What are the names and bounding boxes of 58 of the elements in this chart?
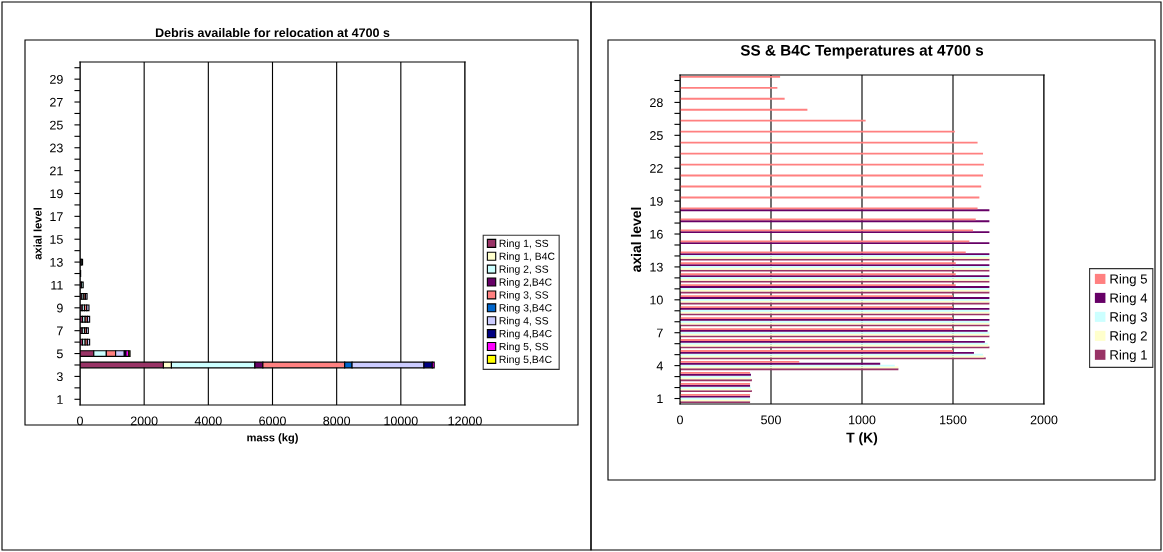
y-tick-label: 1 <box>57 395 63 404</box>
x-tick-label: 8000 <box>323 416 351 426</box>
legend-label: Ring 1, SS <box>499 239 549 250</box>
legend-label: Ring 1 <box>1110 349 1147 363</box>
x-axis-title: T (K) <box>846 432 878 446</box>
y-tick-label: 16 <box>650 229 663 239</box>
y-tick-label: 15 <box>50 235 63 244</box>
x-tick-label: 6000 <box>259 416 286 426</box>
x-tick-label: 1500 <box>940 415 967 425</box>
legend-label: Ring 1, B4C <box>499 252 555 263</box>
y-tick-label: 25 <box>50 120 63 130</box>
x-tick-label: 1000 <box>849 415 876 425</box>
y-tick-label: 10 <box>650 295 663 305</box>
y-tick-label: 29 <box>50 74 63 84</box>
legend-label: Ring 5,B4C <box>499 355 552 366</box>
legend-label: Ring 4, SS <box>499 316 549 327</box>
x-tick-label: 12000 <box>448 416 482 426</box>
x-tick-label: 2000 <box>1030 415 1058 425</box>
y-tick-label: 19 <box>50 189 63 199</box>
x-tick-label: 4000 <box>194 416 222 426</box>
y-tick-label: 19 <box>650 196 663 206</box>
legend-label: Ring 5 <box>1110 273 1147 287</box>
legend-label: Ring 4 <box>1110 292 1148 306</box>
y-tick-label: 7 <box>657 328 663 338</box>
legend-label: Ring 2,B4C <box>499 278 552 288</box>
y-tick-label: 22 <box>650 164 663 173</box>
y-tick-label: 27 <box>50 97 63 107</box>
y-tick-label: 4 <box>656 361 663 371</box>
legend-label: Ring 3,B4C <box>499 303 552 314</box>
legend-label: Ring 2 <box>1110 330 1147 344</box>
legend-label: Ring 2, SS <box>499 265 549 275</box>
legend-label: Ring 3 <box>1110 311 1147 325</box>
y-tick-label: 25 <box>650 131 663 140</box>
y-tick-label: 3 <box>56 372 63 382</box>
y-axis-title: axial level <box>630 207 642 272</box>
y-tick-label: 11 <box>51 280 63 290</box>
y-tick-label: 9 <box>56 303 63 313</box>
y-axis-title: axial level <box>33 208 42 260</box>
x-tick-label: 0 <box>77 416 83 426</box>
y-tick-label: 13 <box>650 262 663 272</box>
chart-title: Debris available for relocation at 4700 s <box>155 27 390 38</box>
y-tick-label: 21 <box>50 166 63 176</box>
y-tick-label: 23 <box>50 143 63 153</box>
chart-title: SS & B4C Temperatures at 4700 s <box>740 44 984 59</box>
legend-label: Ring 5, SS <box>499 342 549 353</box>
x-tick-label: 500 <box>761 415 781 425</box>
x-tick-label: 2000 <box>130 416 158 426</box>
legend-label: Ring 4,B4C <box>499 329 552 340</box>
legend-label: Ring 3, SS <box>499 290 549 301</box>
x-tick-label: 10000 <box>384 416 418 426</box>
x-tick-label: 0 <box>677 415 683 425</box>
y-tick-label: 28 <box>650 98 663 108</box>
x-axis-title: mass (kg) <box>247 433 298 444</box>
y-tick-label: 7 <box>57 326 63 336</box>
y-tick-label: 1 <box>657 394 663 404</box>
y-tick-label: 5 <box>56 349 63 359</box>
y-tick-label: 13 <box>50 257 63 267</box>
y-tick-label: 17 <box>50 212 63 221</box>
